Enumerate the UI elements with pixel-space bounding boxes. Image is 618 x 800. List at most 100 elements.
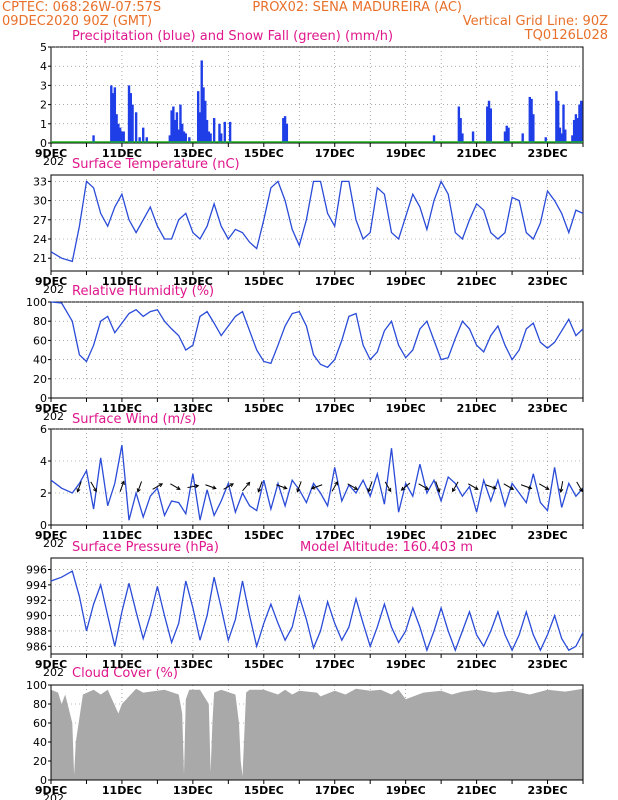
wind-arrow-shaft bbox=[418, 483, 429, 490]
precip-xtick-label: 11DEC bbox=[102, 147, 142, 160]
precip-bar bbox=[129, 93, 132, 143]
cloud-xtick-label: 21DEC bbox=[457, 784, 497, 797]
precip-bar bbox=[168, 135, 172, 143]
wind-arrow-head bbox=[283, 485, 288, 490]
wind-arrow-shaft bbox=[276, 484, 287, 489]
temperature-xtick-label: 23DEC bbox=[528, 275, 568, 288]
pressure-xtick-label: 23DEC bbox=[528, 658, 568, 671]
cloud-area bbox=[51, 688, 583, 780]
humidity-ytick-label: 80 bbox=[33, 315, 47, 328]
temperature-xtick-label: 21DEC bbox=[457, 275, 497, 288]
precip-xtick-label: 21DEC bbox=[457, 147, 497, 160]
precip-bar bbox=[110, 85, 113, 143]
precip-year-stub: 202 bbox=[43, 155, 64, 168]
cloud-ytick-label: 0 bbox=[40, 774, 47, 787]
wind-panel: 0 2 4 6 9DEC 11DEC 13DEC 15DEC 17DEC 19DEC 21DEC 23… bbox=[35, 423, 584, 550]
precip-xtick-label: 17DEC bbox=[315, 147, 355, 160]
plots: 0 1 2 3 4 5 9DEC 11DEC 13DEC 15DEC 17DEC 19DEC 21DEC… bbox=[26, 41, 584, 800]
pressure-panel: 986 988 990 992 994 996 9DEC 11DEC 13DEC 15DEC 17D… bbox=[26, 557, 584, 679]
precip-bar bbox=[556, 100, 560, 143]
wind-arrow-head bbox=[527, 485, 533, 490]
pressure-xtick-label: 13DEC bbox=[173, 658, 213, 671]
humidity-ytick-label: 60 bbox=[33, 334, 47, 347]
precip-bar bbox=[220, 133, 223, 143]
humidity-ytick-label: 0 bbox=[40, 392, 47, 405]
wind-arrow-shaft bbox=[257, 481, 263, 492]
wind-arrow bbox=[576, 481, 583, 493]
pressure-xtick-label: 21DEC bbox=[457, 658, 497, 671]
precip-bar bbox=[461, 133, 464, 143]
wind-arrow bbox=[400, 482, 411, 491]
temperature-panel: 21 24 27 30 33 9DEC 11DEC 13DEC 15DEC 17DEC 19DEC 2… bbox=[33, 174, 584, 296]
wind-arrow bbox=[257, 481, 263, 493]
pressure-xtick-label: 9DEC bbox=[35, 658, 67, 671]
precip-bar bbox=[118, 127, 122, 143]
wind-arrow-head bbox=[296, 488, 301, 493]
wind-arrow-shaft bbox=[187, 485, 199, 489]
cloud-xtick-label: 23DEC bbox=[528, 784, 568, 797]
wind-arrow-head bbox=[120, 480, 125, 485]
wind-arrow-head bbox=[509, 486, 515, 490]
wind-xtick-label: 17DEC bbox=[315, 529, 355, 542]
wind-arrow-head bbox=[436, 488, 441, 493]
humidity-title: Relative Humidity (%) bbox=[72, 284, 214, 299]
wind-line bbox=[50, 444, 584, 521]
temperature-ytick-label: 24 bbox=[33, 233, 47, 246]
pressure-ytick-label: 994 bbox=[26, 579, 47, 592]
wind-arrow-shaft bbox=[367, 481, 373, 492]
humidity-xtick-label: 15DEC bbox=[244, 402, 284, 415]
precip-bar bbox=[200, 60, 203, 143]
cloud-ytick-label: 80 bbox=[33, 698, 47, 711]
pressure-xtick-label: 11DEC bbox=[102, 658, 142, 671]
wind-xtick-label: 11DEC bbox=[102, 529, 142, 542]
precip-bar bbox=[181, 123, 184, 143]
wind-arrow bbox=[170, 483, 181, 490]
wind-arrow bbox=[485, 484, 497, 490]
precip-bar bbox=[507, 127, 510, 143]
humidity-year-stub: 202 bbox=[43, 410, 64, 423]
wind-arrow-shaft bbox=[560, 481, 564, 493]
wind-arrow-shaft bbox=[347, 483, 358, 490]
wind-arrow bbox=[136, 481, 143, 493]
pressure-title: Surface Pressure (hPa) bbox=[72, 540, 219, 555]
precip-bar bbox=[170, 110, 173, 143]
precip-bar bbox=[120, 131, 124, 143]
precip-bar bbox=[209, 133, 212, 143]
wind-arrow-shaft bbox=[223, 483, 234, 490]
precip-bar bbox=[558, 127, 562, 143]
precip-bar bbox=[544, 137, 547, 143]
humidity-ytick-label: 40 bbox=[33, 354, 47, 367]
header-line2-right: Vertical Grid Line: 90Z bbox=[463, 14, 608, 29]
cloud-xtick-label: 9DEC bbox=[35, 784, 67, 797]
wind-arrow-head bbox=[310, 485, 316, 490]
humidity-xtick-label: 9DEC bbox=[35, 402, 67, 415]
precip-ytick-label: 4 bbox=[40, 60, 47, 73]
precip-bar bbox=[138, 137, 141, 143]
wind-arrow-shaft bbox=[435, 481, 440, 492]
cloud-panel: 0 20 40 60 80 100 9DEC 11DEC 13DEC 15DEC 17DEC 19DE… bbox=[26, 679, 584, 800]
humidity-ytick-label: 20 bbox=[33, 373, 47, 386]
wind-arrow-head bbox=[194, 484, 200, 489]
wind-arrow bbox=[384, 481, 392, 493]
wind-xtick-label: 23DEC bbox=[528, 529, 568, 542]
precip-title: Precipitation (blue) and Snow Fall (gree… bbox=[72, 29, 393, 44]
temperature-ytick-label: 30 bbox=[33, 195, 47, 208]
temperature-ytick-label: 21 bbox=[33, 252, 47, 265]
wind-arrow bbox=[296, 481, 302, 493]
precip-bar bbox=[571, 135, 574, 143]
precip-bar bbox=[532, 114, 535, 143]
cloud-xtick-label: 19DEC bbox=[386, 784, 426, 797]
wind-xtick-label: 19DEC bbox=[386, 529, 426, 542]
wind-arrow-shaft bbox=[152, 483, 163, 490]
wind-arrow bbox=[90, 481, 97, 493]
wind-arrow-head bbox=[136, 488, 141, 493]
precip-bar bbox=[188, 137, 191, 143]
temperature-frame bbox=[50, 174, 584, 272]
wind-arrow-head bbox=[246, 481, 251, 486]
wind-arrow-head bbox=[452, 487, 456, 493]
precip-bar bbox=[111, 93, 115, 143]
wind-arrow-head bbox=[578, 487, 583, 493]
pressure-line bbox=[50, 570, 584, 653]
pressure-year-stub: 202 bbox=[43, 666, 64, 679]
